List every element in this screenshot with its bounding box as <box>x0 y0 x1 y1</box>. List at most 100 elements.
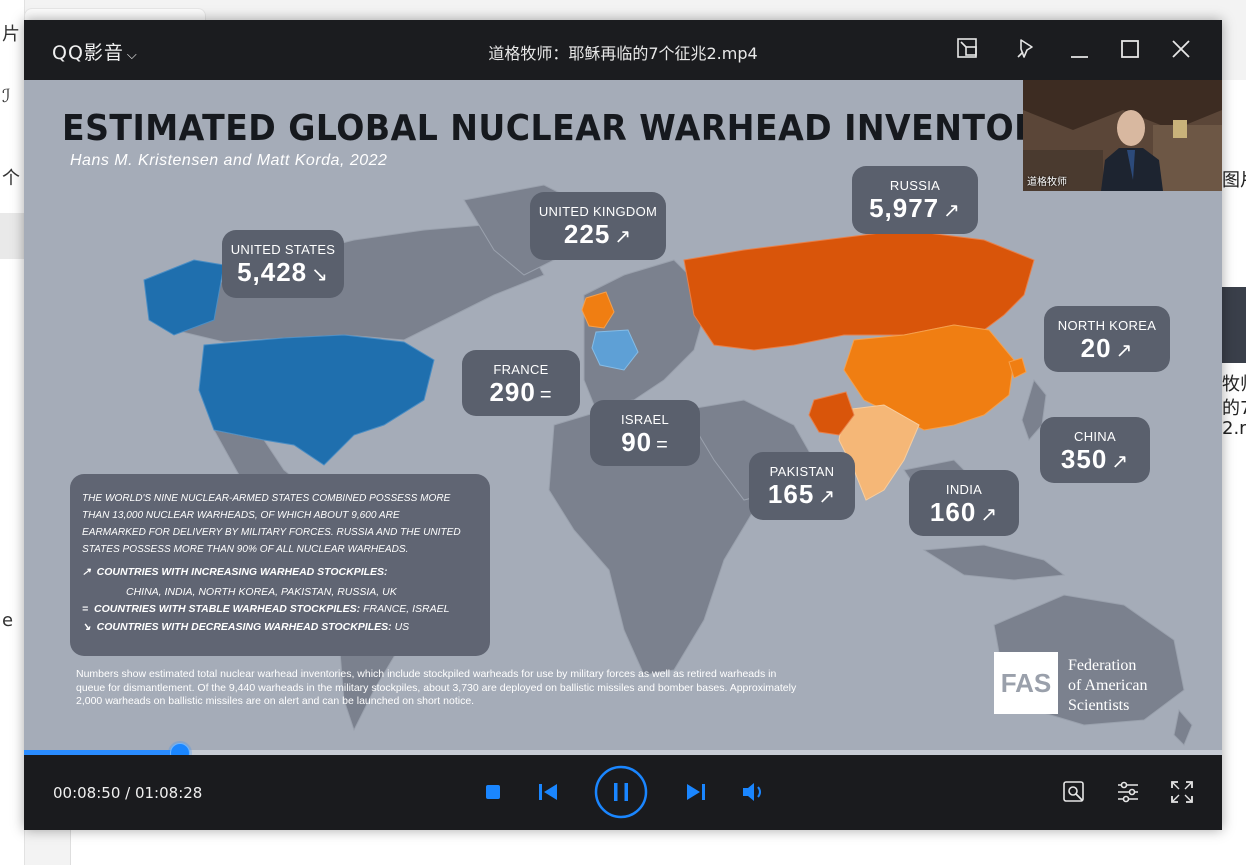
maximize-button[interactable] <box>1117 36 1143 62</box>
stable-equals-icon: = <box>82 603 89 615</box>
app-name: QQ影音 <box>52 42 124 64</box>
current-time: 00:08:50 <box>53 784 121 802</box>
title-bar[interactable]: QQ影音 ⌵ 道格牧师：耶稣再临的7个征兆2.mp4 <box>24 20 1222 80</box>
country-name: UNITED STATES <box>230 242 336 257</box>
country-callout-india: INDIA 160 ↗ <box>909 470 1019 536</box>
bg-selected-row <box>0 213 24 259</box>
united-kingdom-shape <box>581 291 615 329</box>
legend-list: France, Israel <box>363 603 450 615</box>
bg-text-fragment: ℐ <box>2 86 11 107</box>
stop-button[interactable] <box>484 783 502 806</box>
indonesia-shape <box>922 544 1066 581</box>
bg-text-fragment: e <box>2 610 14 631</box>
country-name: UNITED KINGDOM <box>538 204 658 219</box>
screen-share-button[interactable] <box>955 36 981 62</box>
warhead-count: 5,977 <box>869 193 940 223</box>
pause-button[interactable] <box>594 765 648 824</box>
fullscreen-button[interactable] <box>1169 779 1195 810</box>
decreasing-arrow-icon: ↘ <box>82 621 91 633</box>
country-name: FRANCE <box>493 362 549 377</box>
stable-equals-icon: = <box>539 384 553 406</box>
country-callout-russia: RUSSIA 5,977 ↗ <box>852 166 978 234</box>
china-shape <box>843 324 1015 431</box>
info-box: The world's nine nuclear-armed states co… <box>70 474 490 656</box>
qq-player-window: QQ影音 ⌵ 道格牧师：耶稣再临的7个征兆2.mp4 <box>24 20 1222 830</box>
bg-text-fragment: 牧师 <box>1222 374 1246 395</box>
warhead-count: 290 <box>489 377 536 407</box>
app-menu[interactable]: QQ影音 ⌵ <box>52 38 138 65</box>
country-name: NORTH KOREA <box>1057 318 1157 333</box>
background-app-bottom <box>70 830 1246 865</box>
france-shape <box>591 329 639 371</box>
fas-org-line: Federation <box>1068 657 1137 674</box>
increasing-arrow-icon: ↗ <box>82 566 91 578</box>
trend-arrow-icon: ↗ <box>1111 451 1130 473</box>
country-callout-pakistan: PAKISTAN 165 ↗ <box>749 452 855 520</box>
pin-button[interactable] <box>1012 36 1038 62</box>
background-app-left: 片 ℐ 个 e <box>0 0 25 865</box>
trend-arrow-icon: ↗ <box>1115 340 1134 362</box>
pause-icon <box>594 765 648 819</box>
speaker-video-pip: 道格牧师 <box>1023 80 1222 191</box>
video-frame[interactable]: ESTIMATED GLOBAL NUCLEAR WARHEAD INVENTO… <box>24 80 1222 750</box>
pakistan-shape <box>808 391 855 436</box>
country-name: PAKISTAN <box>769 464 835 479</box>
legend-label: Countries with stable warhead stockpiles… <box>93 603 361 615</box>
legend-list: US <box>394 621 410 633</box>
trend-arrow-icon: ↘ <box>311 264 329 286</box>
new-zealand-shape <box>1173 708 1193 746</box>
progress-fill <box>24 750 179 755</box>
country-name: RUSSIA <box>889 178 941 193</box>
trend-arrow-icon: ↗ <box>980 504 999 526</box>
fas-org-line: Scientists <box>1068 697 1130 714</box>
country-callout-france: FRANCE 290 = <box>462 350 580 416</box>
previous-icon <box>539 784 557 800</box>
alaska-shape <box>143 259 225 336</box>
pin-icon <box>1017 39 1033 58</box>
close-icon <box>1172 40 1190 58</box>
background-tab <box>24 8 206 23</box>
settings-button[interactable] <box>1115 779 1141 810</box>
country-name: ISRAEL <box>620 412 670 427</box>
fas-organization-name: Federation of American Scientists <box>1068 656 1188 716</box>
warhead-count: 5,428 <box>237 257 308 287</box>
warhead-count: 160 <box>929 497 977 527</box>
screenshot-tool-button[interactable] <box>1061 779 1087 810</box>
screen-share-icon <box>957 38 977 58</box>
volume-icon <box>743 783 761 801</box>
north-korea-shape <box>1008 357 1027 379</box>
legend-label: Countries with decreasing warhead stockp… <box>96 621 392 633</box>
united-states-shape <box>198 334 435 466</box>
fas-org-line: of American <box>1068 677 1148 694</box>
warhead-count: 225 <box>563 219 611 249</box>
bg-text-fragment: 片 <box>2 24 20 45</box>
previous-button[interactable] <box>537 782 559 807</box>
legend-stable: = Countries with stable warhead stockpil… <box>82 603 449 615</box>
stable-equals-icon: = <box>656 434 669 456</box>
warhead-count: 165 <box>767 479 815 509</box>
fullscreen-icon <box>1171 781 1193 803</box>
minimize-button[interactable] <box>1067 36 1093 62</box>
bg-text-fragment: 图片 <box>1222 170 1246 191</box>
bg-text-fragment: 的7 <box>1222 398 1246 419</box>
trend-arrow-icon: ↗ <box>818 486 837 508</box>
speaker-image <box>1023 80 1222 191</box>
trend-arrow-icon: ↗ <box>943 200 961 222</box>
next-button[interactable] <box>685 782 707 807</box>
screenshot-tool-icon <box>1063 781 1084 802</box>
speaker-name: 道格牧师 <box>1027 177 1067 188</box>
total-time: 01:08:28 <box>134 784 203 802</box>
progress-bar[interactable] <box>24 750 1222 755</box>
bg-text-fragment: 个 <box>2 168 20 189</box>
volume-button[interactable] <box>741 781 767 808</box>
india-shape <box>838 404 920 501</box>
slide-subtitle: Hans M. Kristensen and Matt Korda, 2022 <box>70 152 388 169</box>
country-name: INDIA <box>945 482 983 497</box>
settings-sliders-icon <box>1118 781 1138 803</box>
country-callout-israel: ISRAEL 90 = <box>590 400 700 466</box>
slide-footnote: Numbers show estimated total nuclear war… <box>76 668 797 707</box>
stop-icon <box>486 785 500 799</box>
warhead-count: 90 <box>621 427 653 457</box>
control-bar: 00:08:50 / 01:08:28 <box>24 755 1222 830</box>
close-button[interactable] <box>1168 36 1194 62</box>
